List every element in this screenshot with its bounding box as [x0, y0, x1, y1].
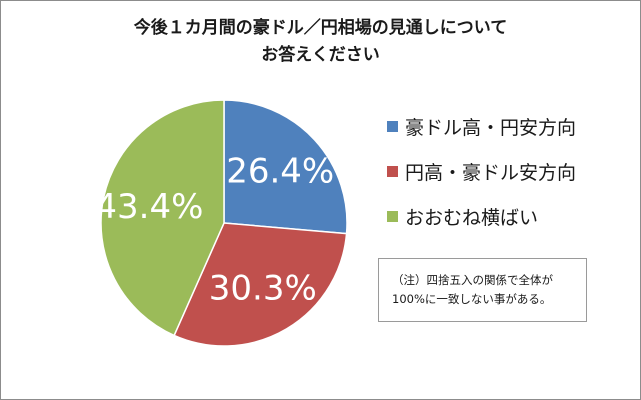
pie-slice-1	[223, 99, 348, 235]
chart-title-line-1: 今後１カ月間の豪ドル／円相場の見通しについて	[133, 18, 508, 38]
legend-label-2: 円高・豪ドル安方向	[405, 161, 577, 184]
pie-slice-label-2: 30.3%	[209, 269, 317, 309]
legend-swatch-2	[387, 165, 398, 177]
footnote-box: （注）四捨五入の関係で全体が 100%に一致しない事がある。	[378, 258, 587, 322]
legend-item-2: 円高・豪ドル安方向	[387, 158, 576, 184]
chart-title: 今後１カ月間の豪ドル／円相場の見通しについて お答えください	[1, 15, 640, 69]
legend: 豪ドル高・円安方向 円高・豪ドル安方向 おおむね横ばい	[387, 113, 576, 248]
chart-title-line-2: お答えください	[261, 45, 380, 65]
legend-item-1: 豪ドル高・円安方向	[387, 113, 576, 139]
legend-label-3: おおむね横ばい	[405, 206, 539, 229]
pie-slice-3	[100, 99, 225, 337]
legend-label-1: 豪ドル高・円安方向	[405, 116, 577, 139]
footnote-line-2: 100%に一致しない事がある。	[392, 292, 552, 306]
pie-slice-label-3: 43.4%	[95, 187, 203, 227]
footnote-line-1: （注）四捨五入の関係で全体が	[392, 273, 553, 287]
pie-slice-2	[173, 222, 348, 347]
pie-slice-label-1: 26.4%	[226, 151, 334, 191]
legend-swatch-1	[387, 120, 398, 132]
legend-item-3: おおむね横ばい	[387, 203, 576, 229]
legend-swatch-3	[387, 210, 398, 222]
